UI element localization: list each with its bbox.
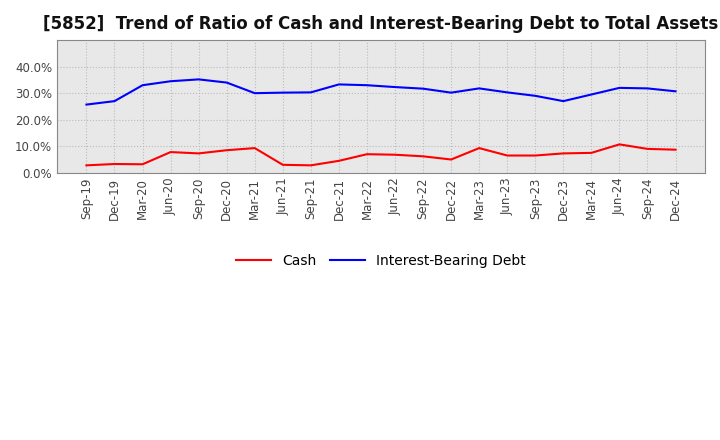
Cash <box>447 157 456 162</box>
Cash <box>307 163 315 168</box>
Cash <box>587 150 595 155</box>
Interest-Bearing Debt <box>419 86 428 92</box>
Cash <box>138 161 147 167</box>
Cash <box>166 150 175 155</box>
Interest-Bearing Debt <box>643 86 652 91</box>
Legend: Cash, Interest-Bearing Debt: Cash, Interest-Bearing Debt <box>230 249 531 274</box>
Interest-Bearing Debt <box>138 83 147 88</box>
Interest-Bearing Debt <box>166 79 175 84</box>
Interest-Bearing Debt <box>110 99 119 104</box>
Interest-Bearing Debt <box>503 90 511 95</box>
Interest-Bearing Debt <box>671 89 680 94</box>
Interest-Bearing Debt <box>251 91 259 96</box>
Interest-Bearing Debt <box>447 90 456 95</box>
Cash <box>475 146 484 151</box>
Interest-Bearing Debt <box>587 92 595 97</box>
Cash <box>419 154 428 159</box>
Cash <box>503 153 511 158</box>
Interest-Bearing Debt <box>279 90 287 95</box>
Cash <box>615 142 624 147</box>
Cash <box>363 151 372 157</box>
Interest-Bearing Debt <box>615 85 624 91</box>
Interest-Bearing Debt <box>335 82 343 87</box>
Interest-Bearing Debt <box>222 80 231 85</box>
Interest-Bearing Debt <box>391 84 400 90</box>
Cash <box>335 158 343 164</box>
Interest-Bearing Debt <box>194 77 203 82</box>
Cash <box>222 147 231 153</box>
Line: Interest-Bearing Debt: Interest-Bearing Debt <box>86 79 675 105</box>
Title: [5852]  Trend of Ratio of Cash and Interest-Bearing Debt to Total Assets: [5852] Trend of Ratio of Cash and Intere… <box>43 15 719 33</box>
Interest-Bearing Debt <box>82 102 91 107</box>
Interest-Bearing Debt <box>475 86 484 91</box>
Cash <box>110 161 119 167</box>
Cash <box>643 146 652 151</box>
Cash <box>531 153 539 158</box>
Cash <box>559 151 567 156</box>
Cash <box>671 147 680 152</box>
Interest-Bearing Debt <box>363 83 372 88</box>
Interest-Bearing Debt <box>307 90 315 95</box>
Line: Cash: Cash <box>86 144 675 165</box>
Cash <box>251 146 259 151</box>
Interest-Bearing Debt <box>559 99 567 104</box>
Interest-Bearing Debt <box>531 93 539 99</box>
Cash <box>391 152 400 158</box>
Cash <box>279 162 287 168</box>
Cash <box>82 163 91 168</box>
Cash <box>194 151 203 156</box>
